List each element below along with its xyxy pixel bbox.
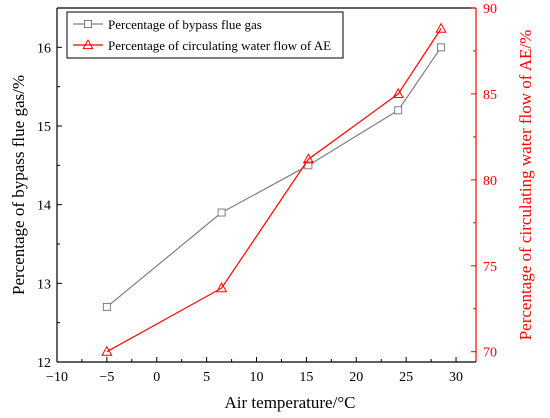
y-axis-title-left: Percentage of bypass flue gas/% (9, 75, 28, 295)
x-tick-label: −10 (46, 370, 68, 385)
legend-label-bypass: Percentage of bypass flue gas (108, 17, 262, 32)
y-tick-label-right: 85 (483, 88, 497, 103)
x-tick-label: 10 (250, 370, 264, 385)
y-tick-label-left: 12 (37, 356, 51, 371)
y-tick-label-right: 75 (483, 260, 497, 275)
y-tick-label-left: 13 (37, 277, 51, 292)
x-tick-label: 25 (399, 370, 413, 385)
y-tick-label-left: 16 (37, 41, 51, 56)
chart-marks (102, 24, 446, 356)
x-tick-label: 20 (349, 370, 363, 385)
y-tick-label-right: 70 (483, 346, 497, 361)
x-tick-label: −5 (99, 370, 114, 385)
x-tick-label: 5 (203, 370, 210, 385)
data-point-square (103, 303, 110, 310)
series-line-2 (107, 29, 441, 352)
chart-axes: −10 −5 0 5 10 15 20 25 30 12 13 14 15 16 70 75 80 85 90 (37, 2, 497, 385)
x-axis-title: Air temperature/°C (225, 393, 356, 412)
data-point-triangle (102, 347, 112, 356)
legend-label-water: Percentage of circulating water flow of … (108, 38, 331, 53)
data-point-triangle (436, 24, 446, 33)
data-point-square (218, 209, 225, 216)
y-tick-label-left: 15 (37, 120, 51, 135)
y-tick-label-left: 14 (37, 199, 51, 214)
y-tick-label-right: 80 (483, 174, 497, 189)
series-line-1 (107, 47, 441, 307)
legend-marker-square (85, 21, 92, 28)
data-point-square (438, 44, 445, 51)
x-tick-label: 15 (299, 370, 313, 385)
x-tick-label: 30 (449, 370, 463, 385)
legend: Percentage of bypass flue gas Percentage… (67, 12, 343, 58)
y-tick-label-right: 90 (483, 2, 497, 17)
y-axis-title-right: Percentage of circulating water flow of … (516, 30, 535, 341)
data-point-square (395, 107, 402, 114)
x-tick-label: 0 (153, 370, 160, 385)
